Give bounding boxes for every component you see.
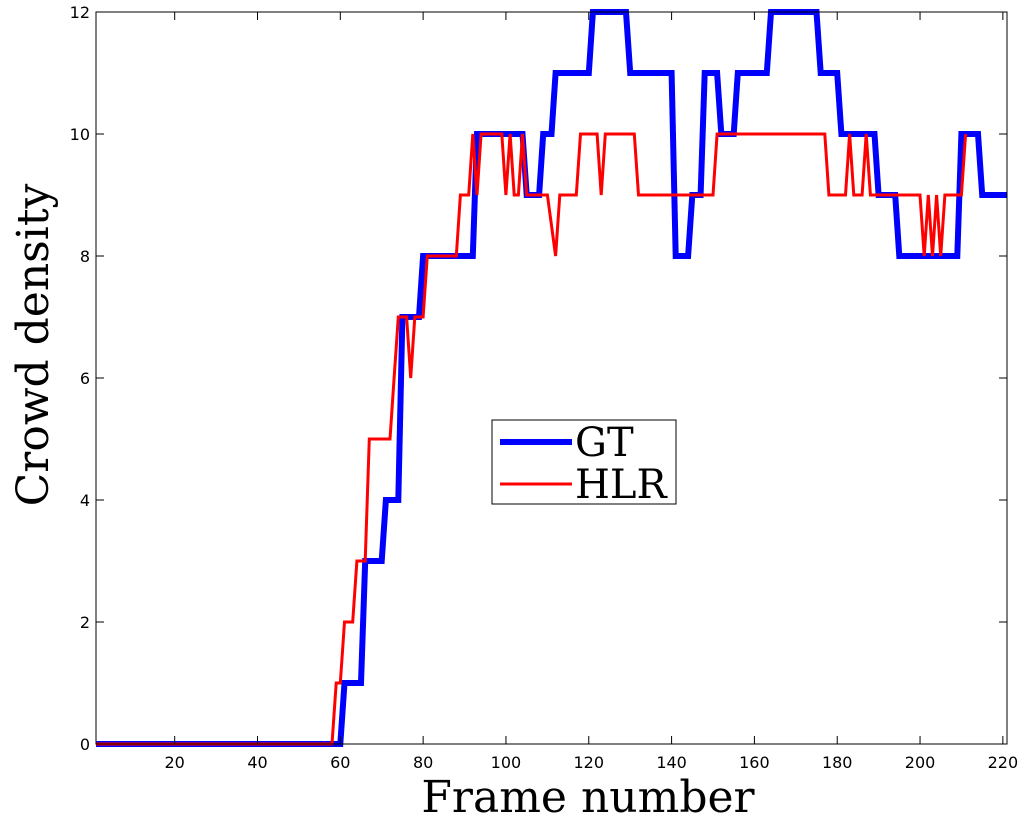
- x-tick-label: 100: [491, 753, 522, 772]
- legend-label-gt: GT: [575, 420, 634, 466]
- x-tick-label: 80: [413, 753, 433, 772]
- legend: GT HLR: [491, 419, 677, 508]
- x-tick-label: 140: [656, 753, 687, 772]
- x-tick-label: 40: [247, 753, 267, 772]
- y-axis-title: Crowd density: [8, 183, 59, 506]
- x-tick-label: 20: [164, 753, 184, 772]
- legend-box: [491, 419, 677, 505]
- x-tick-label: 60: [330, 753, 350, 772]
- y-tick-label: 2: [80, 613, 90, 632]
- x-tick-label: 200: [905, 753, 936, 772]
- series-line-hlr: [96, 132, 968, 746]
- x-tick-label: 180: [822, 753, 853, 772]
- y-tick-label: 6: [80, 369, 90, 388]
- y-tick-label: 10: [70, 125, 90, 144]
- ticks-layer: 20 40 60 80 100 120 140 160 180 200 220 0 2 4 6 8 10 12: [70, 3, 1018, 772]
- legend-label-hlr: HLR: [575, 462, 668, 508]
- y-tick-label: 0: [80, 735, 90, 754]
- y-tick-label: 12: [70, 3, 90, 22]
- x-tick-label: 120: [573, 753, 604, 772]
- x-tick-label: 160: [739, 753, 770, 772]
- x-tick-label: 220: [988, 753, 1019, 772]
- series-layer: [96, 9, 1007, 747]
- y-tick-label: 4: [80, 491, 90, 510]
- y-tick-label: 8: [80, 247, 90, 266]
- plot-frame: [95, 11, 1008, 745]
- x-axis-title: Frame number: [421, 772, 755, 820]
